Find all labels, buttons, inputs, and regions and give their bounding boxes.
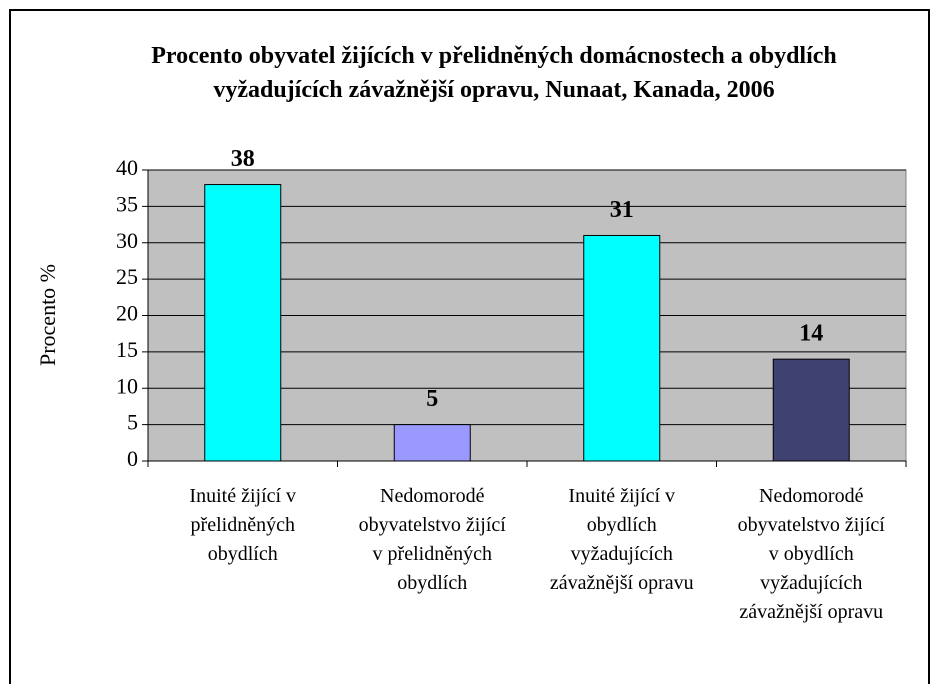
- y-tick-label: 30: [116, 228, 138, 253]
- bar: [772, 358, 850, 462]
- x-tick-label: Inuité žijící v přelidněných obydlích: [189, 485, 296, 565]
- y-tick-label: 15: [116, 337, 138, 362]
- y-axis-label: Procento %: [35, 264, 60, 366]
- y-tick-label: 0: [127, 446, 138, 471]
- y-tick-label: 10: [116, 373, 138, 398]
- y-tick-label: 40: [116, 155, 138, 180]
- y-tick-label: 35: [116, 191, 138, 216]
- x-tick-label: Nedomorodé obyvatelstvo žijící v přelidněn…: [359, 485, 507, 594]
- bar: [393, 424, 471, 462]
- x-tick-label: Inuité žijící v obydlích vyžadujících závaž…: [550, 485, 694, 594]
- data-label: 38: [231, 146, 255, 172]
- data-label: 14: [799, 321, 823, 347]
- bar: [583, 234, 661, 462]
- x-tick-label: Nedomorodé obyvatelstvo žijící v obydlích v…: [738, 485, 886, 623]
- data-label: 31: [610, 197, 634, 223]
- data-label: 5: [426, 386, 438, 412]
- chart-title: Procento obyvatel žijících v přelidněnýc…: [151, 43, 837, 103]
- y-tick-label: 20: [116, 301, 138, 326]
- y-tick-label: 5: [127, 410, 138, 435]
- y-tick-label: 25: [116, 264, 138, 289]
- bar: [204, 184, 282, 462]
